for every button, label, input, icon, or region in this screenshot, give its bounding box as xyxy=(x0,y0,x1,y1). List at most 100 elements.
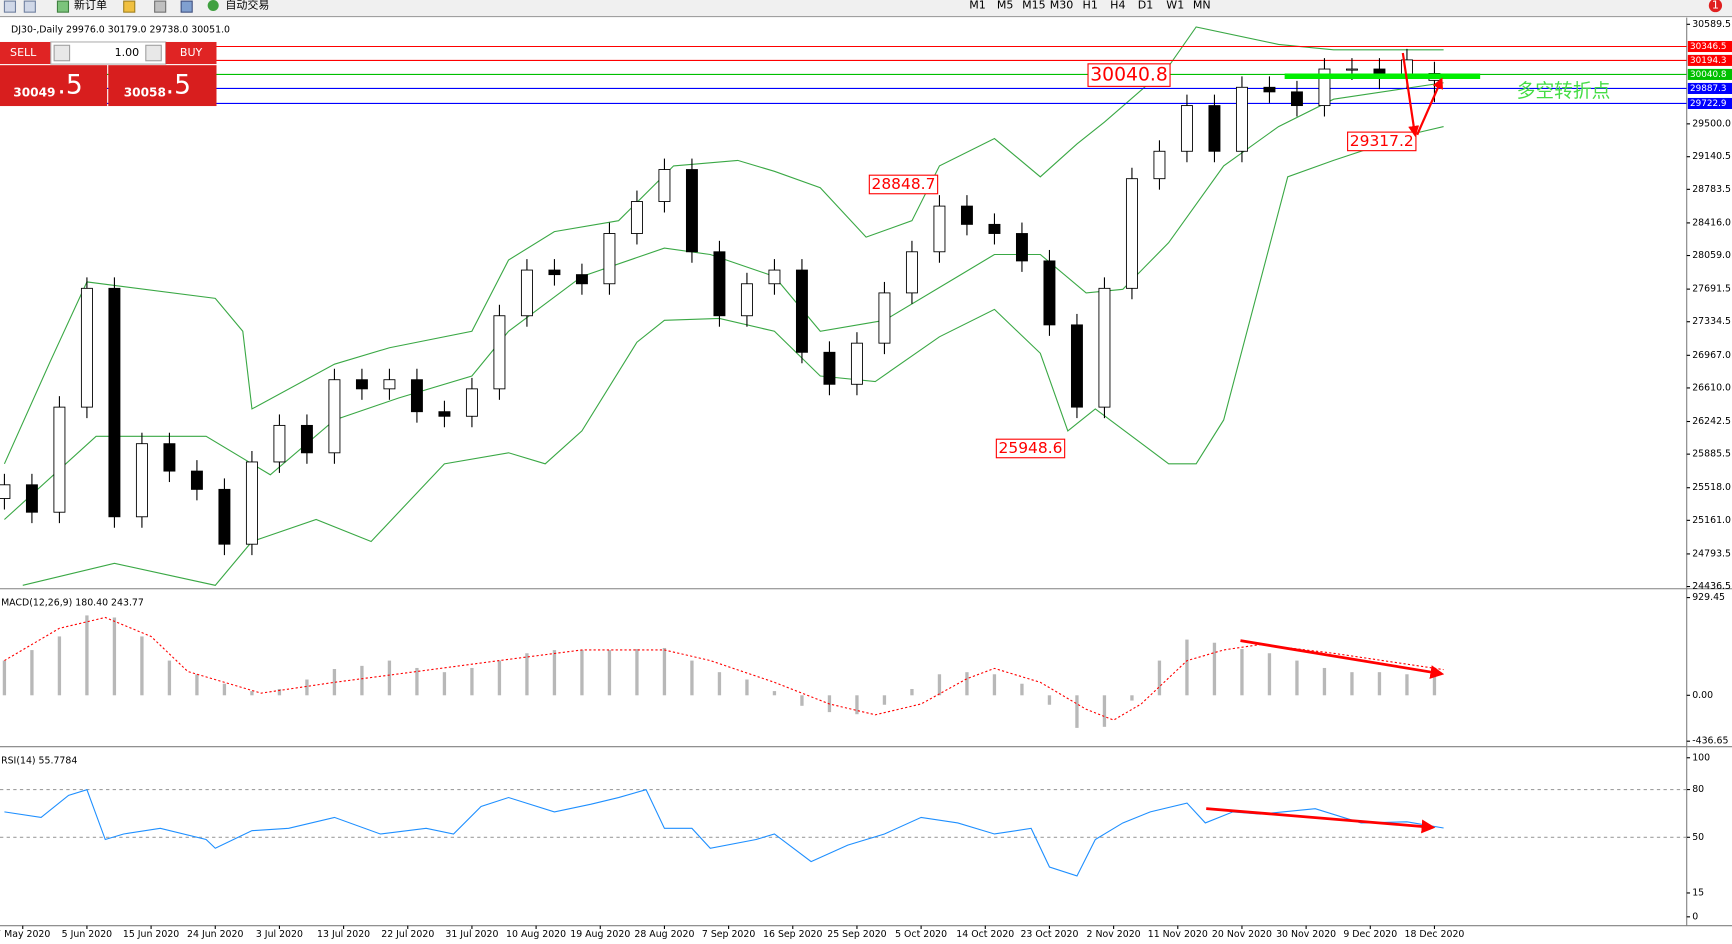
sell-price-bg[interactable] xyxy=(0,65,108,107)
candle-body xyxy=(1235,86,1248,152)
candle-body xyxy=(1208,105,1221,152)
lot-down[interactable] xyxy=(53,44,71,62)
y-tick-label: 100 xyxy=(1692,752,1710,763)
x-tick-label: 5 Oct 2020 xyxy=(895,929,947,940)
toolbar: 新订单 自动交易 M1 M5 M15 M30 H1 H4 D1 W1 MN 1 xyxy=(0,0,1732,18)
candle-body xyxy=(960,205,973,225)
histogram-bar xyxy=(277,688,282,696)
sell-button[interactable]: SELL xyxy=(10,46,37,59)
icon[interactable] xyxy=(207,0,219,12)
candle-body xyxy=(53,406,66,513)
signal-line xyxy=(4,616,1444,721)
y-tick-label: 25518.0 xyxy=(1692,482,1731,493)
histogram-bar xyxy=(1267,653,1272,696)
y-tick-label: 26967.0 xyxy=(1692,350,1731,361)
trade-panel: SELL 1.00 BUY 30049 .5 30058 .5 xyxy=(0,41,217,107)
x-tick-label: 14 Oct 2020 xyxy=(956,929,1014,940)
histogram-bar xyxy=(1020,683,1024,696)
candle-body xyxy=(878,292,891,344)
timeframe-button[interactable]: M1 xyxy=(969,0,986,12)
icon[interactable] xyxy=(56,0,70,13)
candle-body xyxy=(658,169,671,202)
timeframe-button[interactable]: M30 xyxy=(1050,0,1074,12)
histogram-bar xyxy=(855,695,859,715)
buy-button[interactable]: BUY xyxy=(180,46,203,59)
candle-body xyxy=(988,223,1001,234)
histogram-bar xyxy=(607,650,612,696)
histogram-bar xyxy=(442,672,447,696)
timeframe-button[interactable]: MN xyxy=(1193,0,1211,12)
timeframe-button[interactable]: H4 xyxy=(1110,0,1125,12)
arrow xyxy=(1416,77,1443,136)
buy-pip[interactable]: .5 xyxy=(166,70,191,101)
histogram-bar xyxy=(772,691,777,696)
timeframe-button[interactable]: M5 xyxy=(997,0,1014,12)
histogram-bar xyxy=(85,615,89,696)
candle-body xyxy=(1318,68,1331,107)
y-tick-label: 28783.5 xyxy=(1692,184,1731,195)
timeframe-button[interactable]: H1 xyxy=(1083,0,1098,12)
timeframe-button[interactable]: D1 xyxy=(1138,0,1154,12)
icon[interactable] xyxy=(3,0,17,13)
histogram-bar xyxy=(332,669,337,696)
level-tag: 30040.8 xyxy=(1690,70,1727,80)
level-tag: 30194.3 xyxy=(1690,56,1727,66)
buy-price[interactable]: 30058 xyxy=(124,85,166,99)
sell-button-bg[interactable] xyxy=(0,41,51,65)
histogram-bar xyxy=(690,660,694,696)
candle-body xyxy=(685,169,698,253)
x-tick-label: 13 Jul 2020 xyxy=(317,929,370,940)
x-tick-label: 20 Nov 2020 xyxy=(1212,929,1272,940)
band-line xyxy=(3,26,1444,465)
sell-pip[interactable]: .5 xyxy=(57,70,82,101)
lot-value[interactable]: 1.00 xyxy=(115,46,140,59)
candle-body xyxy=(520,269,533,317)
level-tag-bg xyxy=(1687,54,1732,66)
candle-body xyxy=(1125,178,1138,289)
candle-body xyxy=(245,461,258,545)
y-tick-label: 80 xyxy=(1692,784,1704,795)
badge[interactable]: 1 xyxy=(1712,0,1719,12)
annotation-box xyxy=(1347,131,1417,152)
panel-title: RSI(14) 55.7784 xyxy=(1,756,77,767)
toolbar-button[interactable]: 自动交易 xyxy=(225,0,269,12)
icon[interactable] xyxy=(180,0,193,13)
histogram-bar xyxy=(635,649,639,696)
lot-up[interactable] xyxy=(145,44,162,62)
y-tick-label: 24436.5 xyxy=(1692,581,1731,592)
candle-body xyxy=(1290,91,1303,107)
x-tick-label: 7 Sep 2020 xyxy=(702,929,755,940)
timeframe-button[interactable]: W1 xyxy=(1166,0,1184,12)
x-tick-label: 22 Jul 2020 xyxy=(381,929,434,940)
histogram-bar xyxy=(112,617,117,696)
price-annotation: 29317.2 xyxy=(1350,132,1414,150)
x-tick-label: 31 Jul 2020 xyxy=(445,929,498,940)
histogram-bar xyxy=(250,691,254,696)
level-tag-bg xyxy=(1687,40,1732,53)
candle-body xyxy=(548,269,561,276)
timeframe-button[interactable]: M15 xyxy=(1022,0,1046,12)
toolbar-button[interactable]: 新订单 xyxy=(74,0,107,12)
level-tag: 29722.9 xyxy=(1690,99,1727,109)
histogram-bar xyxy=(1047,695,1052,705)
histogram-bar xyxy=(1157,660,1162,696)
candle-body xyxy=(905,251,918,294)
annotation-box xyxy=(868,174,939,195)
icon[interactable] xyxy=(154,0,167,13)
y-tick-label: 25885.5 xyxy=(1692,449,1731,460)
x-tick-label: 3 Jul 2020 xyxy=(256,929,303,940)
candle-body xyxy=(108,287,121,518)
histogram-bar xyxy=(1102,695,1107,727)
candle-body xyxy=(190,470,203,490)
price-annotation: 28848.7 xyxy=(872,175,936,193)
x-tick-label: 25 Sep 2020 xyxy=(827,929,886,940)
histogram-bar xyxy=(387,660,392,696)
icon[interactable] xyxy=(23,0,36,13)
buy-price-bg[interactable] xyxy=(108,65,217,107)
candle-body xyxy=(1263,86,1276,93)
y-tick-label: 0 xyxy=(1692,911,1698,922)
sell-price[interactable]: 30049 xyxy=(13,85,55,99)
icon[interactable] xyxy=(123,0,136,13)
buy-button-bg[interactable] xyxy=(165,41,217,65)
